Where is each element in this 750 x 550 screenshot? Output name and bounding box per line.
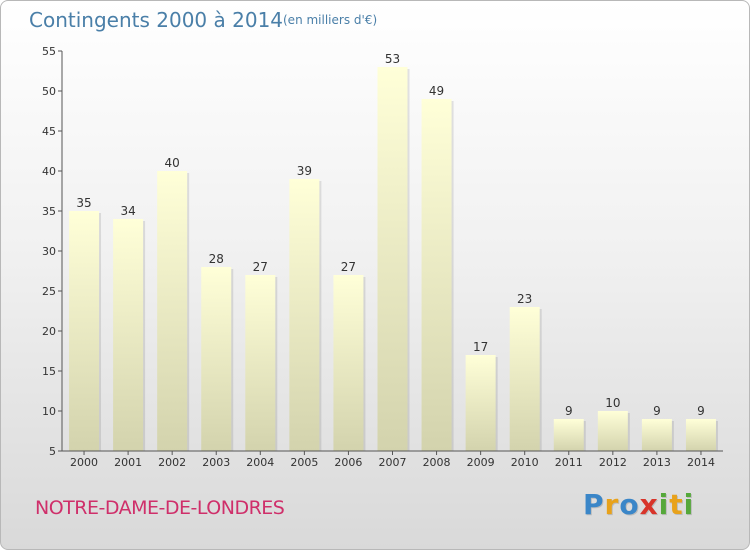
x-axis: 2000 2001 2002 2003 2004 2005 2006 2007 2008 2009… [62,450,723,469]
data-labels: 35 34 40 28 27 39 27 53 49 17 23 9 10 9 9 [76,52,704,418]
logo-letter: o [619,488,640,521]
y-tick-label: 10 [42,405,56,418]
y-tick-label: 15 [42,365,56,378]
data-label-2014: 9 [697,404,705,418]
data-label-2005: 39 [297,164,312,178]
x-tick-label-2009: 2009 [467,456,495,469]
y-tick-label: 40 [42,165,56,178]
bar-2009 [465,355,496,451]
x-tick-label-2005: 2005 [290,456,318,469]
chart-subtitle: (en milliers d'€) [283,13,378,27]
bar-2003 [201,267,232,451]
x-tick-label-2010: 2010 [511,456,539,469]
bar-2001 [113,219,144,451]
x-tick-label-2012: 2012 [599,456,627,469]
x-tick-label-2000: 2000 [70,456,98,469]
logo-letter: i [683,488,695,521]
bar-2013 [641,419,672,451]
logo-letter: r [604,488,620,521]
y-tick-label: 30 [42,245,56,258]
bar-2002 [157,171,188,451]
x-tick-label-2011: 2011 [555,456,583,469]
logo-letter: i [658,488,670,521]
chart-title: Contingents 2000 à 2014 [29,8,284,32]
logo-letter: x [639,488,659,521]
data-label-2000: 35 [76,196,91,210]
x-tick-label-2014: 2014 [687,456,715,469]
place-name: NOTRE-DAME-DE-LONDRES [35,497,285,519]
y-tick-label: 20 [42,325,56,338]
y-axis: 5 10 15 20 25 30 35 40 45 50 55 [42,45,63,458]
data-label-2013: 9 [653,404,661,418]
bar-2011 [553,419,584,451]
x-tick-label-2004: 2004 [246,456,274,469]
data-label-2011: 9 [565,404,573,418]
bar-2014 [685,419,716,451]
data-label-2010: 23 [517,292,532,306]
x-tick-label-2006: 2006 [334,456,362,469]
bar-2000 [69,211,100,451]
y-tick-label: 50 [42,85,56,98]
data-label-2002: 40 [165,156,180,170]
data-label-2008: 49 [429,84,444,98]
y-tick-label: 55 [42,45,56,58]
y-tick-label: 35 [42,205,56,218]
x-tick-label-2001: 2001 [114,456,142,469]
bar-2006 [333,275,364,451]
y-tick-label: 25 [42,285,56,298]
bar-2008 [421,99,452,451]
y-tick-label: 45 [42,125,56,138]
data-label-2003: 28 [209,252,224,266]
logo-letter: P [583,488,605,521]
proxiti-logo: Proxiti [583,488,694,521]
data-label-2004: 27 [253,260,268,274]
data-label-2006: 27 [341,260,356,274]
x-tick-label-2007: 2007 [379,456,407,469]
data-label-2001: 34 [120,204,135,218]
y-tick-label: 5 [49,445,56,458]
bar-2004 [245,275,276,451]
x-tick-label-2002: 2002 [158,456,186,469]
bar-2010 [509,307,540,451]
bar-2007 [377,67,408,451]
data-label-2012: 10 [605,396,620,410]
data-label-2009: 17 [473,340,488,354]
data-label-2007: 53 [385,52,400,66]
x-tick-label-2008: 2008 [423,456,451,469]
bar-2012 [597,411,628,451]
bar-2005 [289,179,320,451]
x-tick-label-2003: 2003 [202,456,230,469]
logo-letter: t [669,488,684,521]
bars [69,67,718,451]
x-tick-label-2013: 2013 [643,456,671,469]
